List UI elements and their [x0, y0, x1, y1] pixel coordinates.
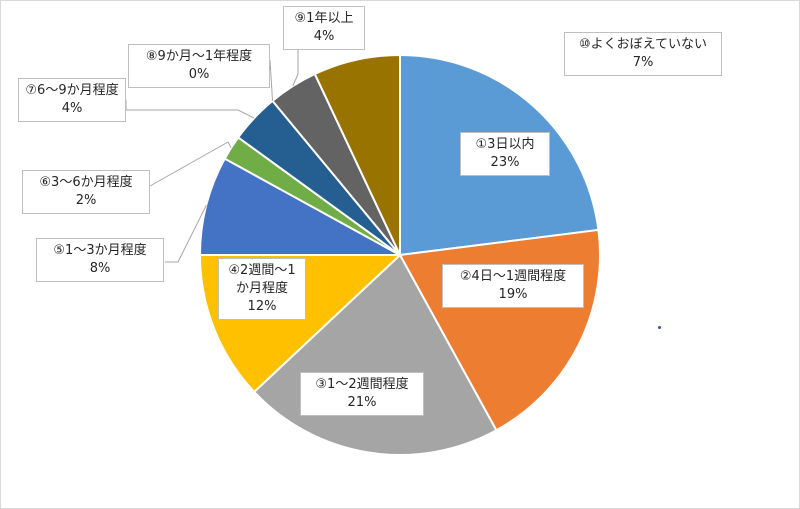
label-slice-5: ⑤1～3か月程度 8%	[36, 238, 164, 282]
label-slice-3-name: ③1～2週間程度	[315, 377, 409, 392]
label-slice-6-name: ⑥3～6か月程度	[39, 175, 133, 190]
label-slice-10-value: 7%	[632, 55, 654, 70]
label-slice-7-name: ⑦6～9か月程度	[25, 83, 119, 98]
label-slice-6: ⑥3～6か月程度 2%	[22, 170, 150, 214]
label-slice-5-value: 8%	[89, 261, 111, 276]
label-slice-2-value: 19%	[498, 287, 528, 302]
label-slice-4: ④2週間～1か月程度 12%	[218, 258, 306, 320]
label-slice-8-value: 0%	[188, 67, 210, 82]
label-slice-3: ③1～2週間程度 21%	[300, 372, 424, 416]
label-slice-7: ⑦6～9か月程度 4%	[18, 78, 126, 122]
label-slice-2-name: ②4日～1週間程度	[459, 269, 567, 284]
leader-line-7	[125, 100, 255, 119]
leader-line-6	[149, 141, 232, 187]
label-slice-2: ②4日～1週間程度 19%	[442, 264, 584, 308]
leader-line-8	[269, 59, 273, 101]
label-slice-8-name: ⑧9か月～1年程度	[145, 49, 253, 64]
pie-slice-10	[313, 53, 401, 256]
label-slice-1-value: 23%	[490, 155, 520, 170]
label-slice-3-value: 21%	[347, 395, 377, 410]
label-slice-1: ①3日以内 23%	[460, 132, 550, 176]
pie-slice-5	[198, 157, 401, 256]
label-slice-8: ⑧9か月～1年程度 0%	[128, 44, 270, 88]
label-slice-9: ⑨1年以上 4%	[283, 6, 365, 50]
label-slice-1-name: ①3日以内	[475, 137, 535, 152]
label-slice-9-value: 4%	[313, 29, 335, 44]
label-slice-5-name: ⑤1～3か月程度	[53, 243, 147, 258]
label-slice-4-value: 12%	[247, 299, 277, 314]
label-slice-9-name: ⑨1年以上	[294, 11, 354, 26]
label-slice-10-name: ⑩よくおぼえていない	[578, 37, 707, 52]
label-slice-6-value: 2%	[75, 193, 97, 208]
label-slice-10: ⑩よくおぼえていない 7%	[564, 32, 722, 76]
label-slice-4-name: ④2週間～1か月程度	[228, 263, 296, 296]
stray-dot	[658, 326, 661, 329]
leader-line-5	[165, 205, 207, 263]
label-slice-7-value: 4%	[61, 101, 83, 116]
